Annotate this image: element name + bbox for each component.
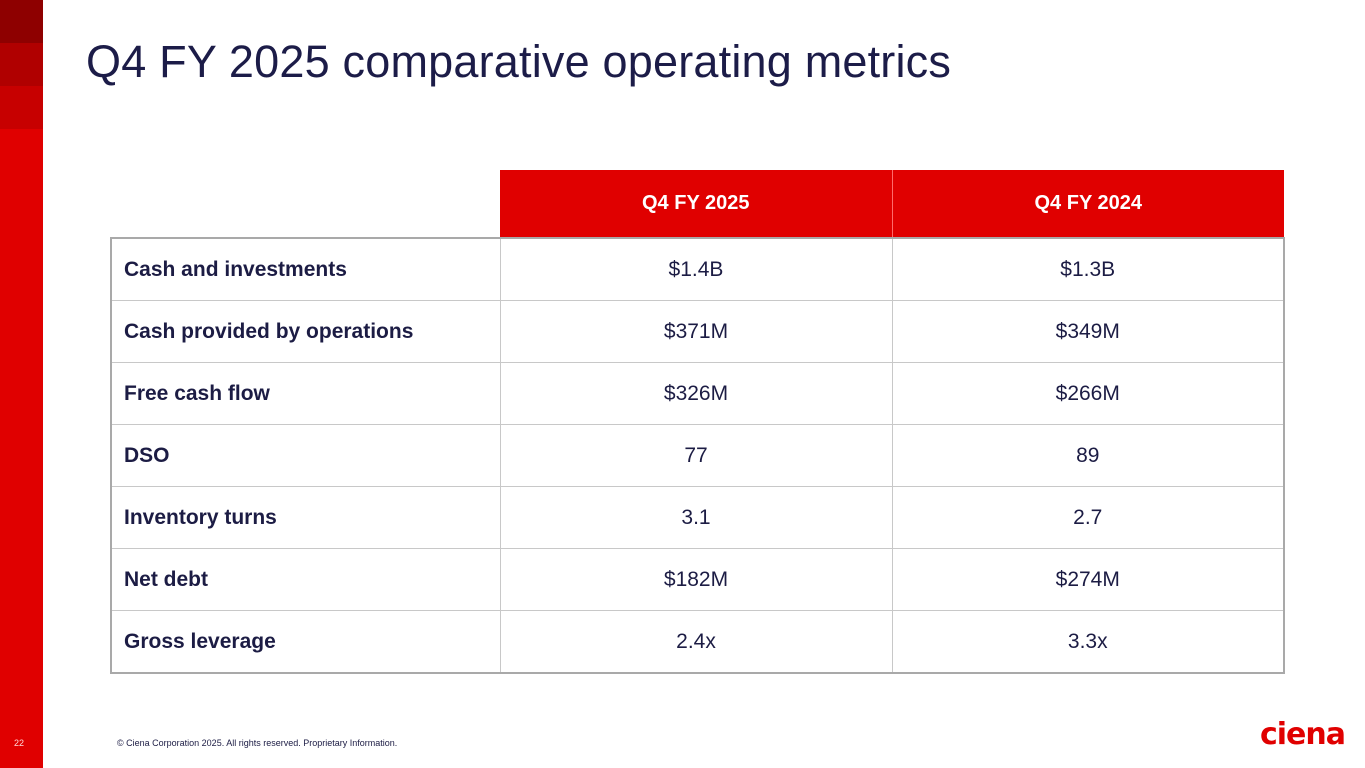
value-fy2024: $266M [891,362,1285,425]
table-row: Gross leverage 2.4x 3.3x [110,610,1285,674]
value-fy2024: $1.3B [891,237,1285,301]
side-accent-block [0,0,43,43]
copyright-footer: © Ciena Corporation 2025. All rights res… [117,738,398,748]
column-header-q4-fy2025: Q4 FY 2025 [500,170,892,238]
row-label: Free cash flow [110,362,501,425]
side-accent-block [0,43,43,86]
row-label: Cash provided by operations [110,300,501,363]
page-title: Q4 FY 2025 comparative operating metrics [86,36,952,87]
row-label: Inventory turns [110,486,501,549]
table-row: DSO 77 89 [110,424,1285,487]
value-fy2025: $1.4B [499,237,893,301]
table-header-row: Q4 FY 2025 Q4 FY 2024 [111,170,1284,238]
column-header-q4-fy2024: Q4 FY 2024 [891,170,1284,238]
table-row: Net debt $182M $274M [110,548,1285,611]
value-fy2024: 3.3x [891,610,1285,674]
table-row: Inventory turns 3.1 2.7 [110,486,1285,549]
side-accent-block [0,86,43,129]
value-fy2025: $182M [499,548,893,611]
table-row: Free cash flow $326M $266M [110,362,1285,425]
value-fy2024: 2.7 [891,486,1285,549]
ciena-logo: ciena [1259,717,1346,752]
row-label: Gross leverage [110,610,501,674]
table-row: Cash and investments $1.4B $1.3B [110,237,1285,301]
row-label: Net debt [110,548,501,611]
value-fy2025: $371M [499,300,893,363]
page-number: 22 [14,738,25,748]
metrics-table: Q4 FY 2025 Q4 FY 2024 Cash and investmen… [110,170,1285,674]
value-fy2025: 77 [499,424,893,487]
value-fy2024: $274M [891,548,1285,611]
value-fy2025: 2.4x [499,610,893,674]
table-row: Cash provided by operations $371M $349M [110,300,1285,363]
value-fy2025: 3.1 [499,486,893,549]
row-label: DSO [110,424,501,487]
side-accent-bar: 22 [0,0,43,768]
value-fy2024: 89 [891,424,1285,487]
row-label: Cash and investments [110,237,501,301]
value-fy2024: $349M [891,300,1285,363]
column-header-empty [111,170,500,238]
value-fy2025: $326M [499,362,893,425]
